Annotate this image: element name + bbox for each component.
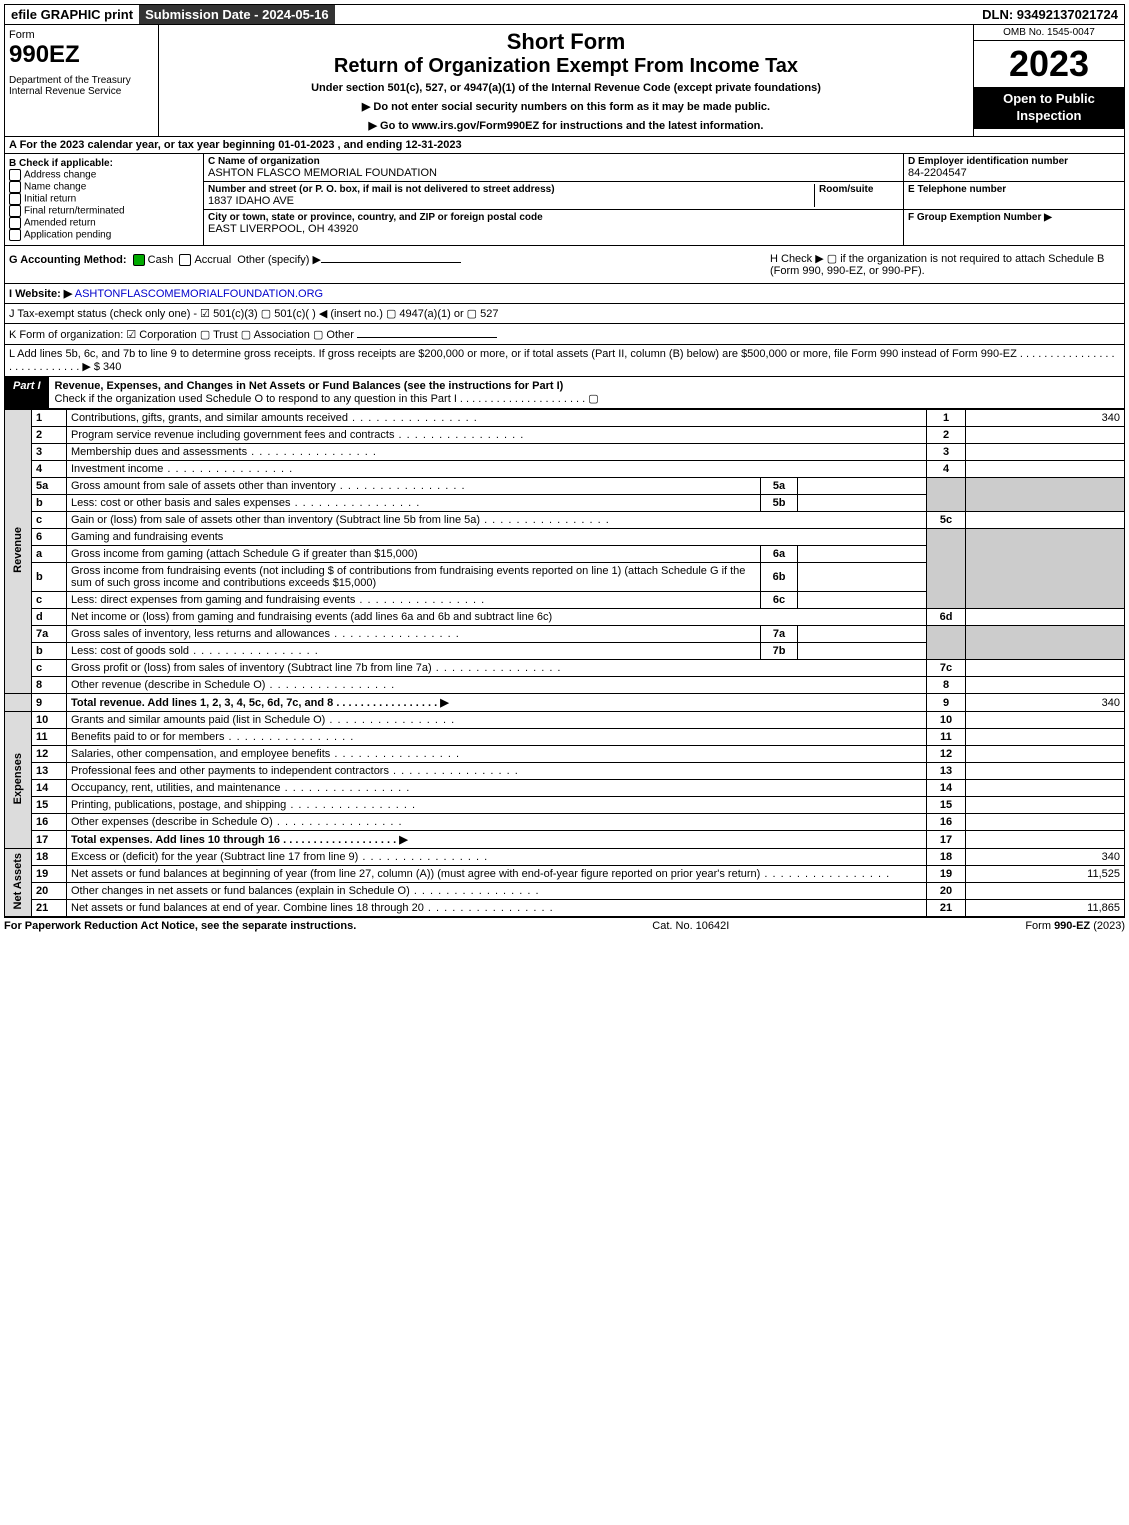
footer-paperwork: For Paperwork Reduction Act Notice, see … xyxy=(4,920,356,932)
check-final-return[interactable]: Final return/terminated xyxy=(9,205,199,217)
line-14: 14Occupancy, rent, utilities, and mainte… xyxy=(5,780,1125,797)
line-19-value: 11,525 xyxy=(966,866,1125,883)
part-i-table: Revenue 1 Contributions, gifts, grants, … xyxy=(4,409,1125,917)
line-9: 9Total revenue. Add lines 1, 2, 3, 4, 5c… xyxy=(5,694,1125,712)
city-label: City or town, state or province, country… xyxy=(208,212,899,223)
line-1-value: 340 xyxy=(966,410,1125,427)
section-i-website: I Website: ▶ ASHTONFLASCOMEMORIALFOUNDAT… xyxy=(4,284,1125,304)
line-17: 17Total expenses. Add lines 10 through 1… xyxy=(5,831,1125,849)
section-l-gross-receipts: L Add lines 5b, 6c, and 7b to line 9 to … xyxy=(4,345,1125,377)
line-6d: dNet income or (loss) from gaming and fu… xyxy=(5,609,1125,626)
line-1: Revenue 1 Contributions, gifts, grants, … xyxy=(5,410,1125,427)
street-label: Number and street (or P. O. box, if mail… xyxy=(208,184,814,195)
line-18-value: 340 xyxy=(966,849,1125,866)
line-4: 4Investment income 4 xyxy=(5,461,1125,478)
line-6: 6Gaming and fundraising events xyxy=(5,529,1125,546)
header-mid: Short Form Return of Organization Exempt… xyxy=(159,25,974,136)
line-10: Expenses 10Grants and similar amounts pa… xyxy=(5,712,1125,729)
line-19: 19Net assets or fund balances at beginni… xyxy=(5,866,1125,883)
part-i-title: Revenue, Expenses, and Changes in Net As… xyxy=(49,377,1124,408)
line-18: Net Assets 18Excess or (deficit) for the… xyxy=(5,849,1125,866)
section-j-tax-exempt: J Tax-exempt status (check only one) - ☑… xyxy=(4,304,1125,324)
city-value: EAST LIVERPOOL, OH 43920 xyxy=(208,223,899,235)
check-application-pending[interactable]: Application pending xyxy=(9,229,199,241)
line-15: 15Printing, publications, postage, and s… xyxy=(5,797,1125,814)
org-name-label: C Name of organization xyxy=(208,156,899,167)
section-d-e-f: D Employer identification number 84-2204… xyxy=(904,154,1124,245)
room-label: Room/suite xyxy=(819,184,899,195)
line-21-value: 11,865 xyxy=(966,900,1125,917)
telephone-label: E Telephone number xyxy=(908,184,1120,195)
street-value: 1837 IDAHO AVE xyxy=(208,195,814,207)
line-7a: 7aGross sales of inventory, less returns… xyxy=(5,626,1125,643)
open-to-public: Open to Public Inspection xyxy=(974,87,1124,129)
group-exemption-label: F Group Exemption Number ▶ xyxy=(908,212,1120,223)
efile-print-label[interactable]: efile GRAPHIC print xyxy=(5,5,139,24)
expenses-side-label: Expenses xyxy=(5,712,32,849)
ein-label: D Employer identification number xyxy=(908,156,1120,167)
footer-form-id: Form 990-EZ (2023) xyxy=(1025,920,1125,932)
line-7c: cGross profit or (loss) from sales of in… xyxy=(5,660,1125,677)
header-right: OMB No. 1545-0047 2023 Open to Public In… xyxy=(974,25,1124,136)
accounting-method: G Accounting Method: Cash Accrual Other … xyxy=(5,246,766,283)
omb-number: OMB No. 1545-0047 xyxy=(974,25,1124,41)
irs-label: Internal Revenue Service xyxy=(9,86,154,97)
check-cash[interactable] xyxy=(133,254,145,266)
part-i-header: Part I Revenue, Expenses, and Changes in… xyxy=(4,377,1125,409)
section-c: C Name of organization ASHTON FLASCO MEM… xyxy=(204,154,904,245)
check-amended-return[interactable]: Amended return xyxy=(9,217,199,229)
line-11: 11Benefits paid to or for members11 xyxy=(5,729,1125,746)
form-header: Form 990EZ Department of the Treasury In… xyxy=(4,25,1125,137)
dept-treasury: Department of the Treasury xyxy=(9,75,154,86)
section-a-tax-year: A For the 2023 calendar year, or tax yea… xyxy=(4,137,1125,154)
dln-label: DLN: 93492137021724 xyxy=(976,5,1124,24)
short-form-title: Short Form xyxy=(163,29,969,55)
part-i-label: Part I xyxy=(5,377,49,408)
part-i-check: Check if the organization used Schedule … xyxy=(55,393,599,405)
website-link[interactable]: ASHTONFLASCOMEMORIALFOUNDATION.ORG xyxy=(75,288,323,300)
line-13: 13Professional fees and other payments t… xyxy=(5,763,1125,780)
line-5a: 5aGross amount from sale of assets other… xyxy=(5,478,1125,495)
form-label: Form xyxy=(9,29,154,41)
line-5c: cGain or (loss) from sale of assets othe… xyxy=(5,512,1125,529)
line-16: 16Other expenses (describe in Schedule O… xyxy=(5,814,1125,831)
line-3: 3Membership dues and assessments 3 xyxy=(5,444,1125,461)
section-h: H Check ▶ ▢ if the organization is not r… xyxy=(766,246,1124,283)
line-2: 2Program service revenue including gover… xyxy=(5,427,1125,444)
under-section: Under section 501(c), 527, or 4947(a)(1)… xyxy=(163,82,969,94)
goto-link[interactable]: ▶ Go to www.irs.gov/Form990EZ for instru… xyxy=(163,119,969,132)
check-initial-return[interactable]: Initial return xyxy=(9,193,199,205)
section-b-to-f: B Check if applicable: Address change Na… xyxy=(4,154,1125,246)
return-title: Return of Organization Exempt From Incom… xyxy=(163,55,969,78)
header-left: Form 990EZ Department of the Treasury In… xyxy=(5,25,159,136)
section-b-label: B Check if applicable: xyxy=(9,158,199,169)
tax-year: 2023 xyxy=(974,41,1124,87)
org-name: ASHTON FLASCO MEMORIAL FOUNDATION xyxy=(208,167,899,179)
form-number: 990EZ xyxy=(9,41,154,69)
section-k-org-form: K Form of organization: ☑ Corporation ▢ … xyxy=(4,324,1125,345)
footer-cat-no: Cat. No. 10642I xyxy=(652,920,729,932)
line-21: 21Net assets or fund balances at end of … xyxy=(5,900,1125,917)
line-20: 20Other changes in net assets or fund ba… xyxy=(5,883,1125,900)
line-12: 12Salaries, other compensation, and empl… xyxy=(5,746,1125,763)
check-accrual[interactable] xyxy=(179,254,191,266)
check-name-change[interactable]: Name change xyxy=(9,181,199,193)
line-9-value: 340 xyxy=(966,694,1125,712)
net-assets-side-label: Net Assets xyxy=(5,849,32,917)
submission-date-label: Submission Date - 2024-05-16 xyxy=(139,5,335,24)
section-g-h: G Accounting Method: Cash Accrual Other … xyxy=(4,246,1125,284)
line-8: 8Other revenue (describe in Schedule O) … xyxy=(5,677,1125,694)
top-bar: efile GRAPHIC print Submission Date - 20… xyxy=(4,4,1125,25)
check-address-change[interactable]: Address change xyxy=(9,169,199,181)
revenue-side-label: Revenue xyxy=(5,410,32,694)
ein-value: 84-2204547 xyxy=(908,167,1120,179)
ssn-warning: ▶ Do not enter social security numbers o… xyxy=(163,100,969,113)
section-b: B Check if applicable: Address change Na… xyxy=(5,154,204,245)
page-footer: For Paperwork Reduction Act Notice, see … xyxy=(4,917,1125,932)
